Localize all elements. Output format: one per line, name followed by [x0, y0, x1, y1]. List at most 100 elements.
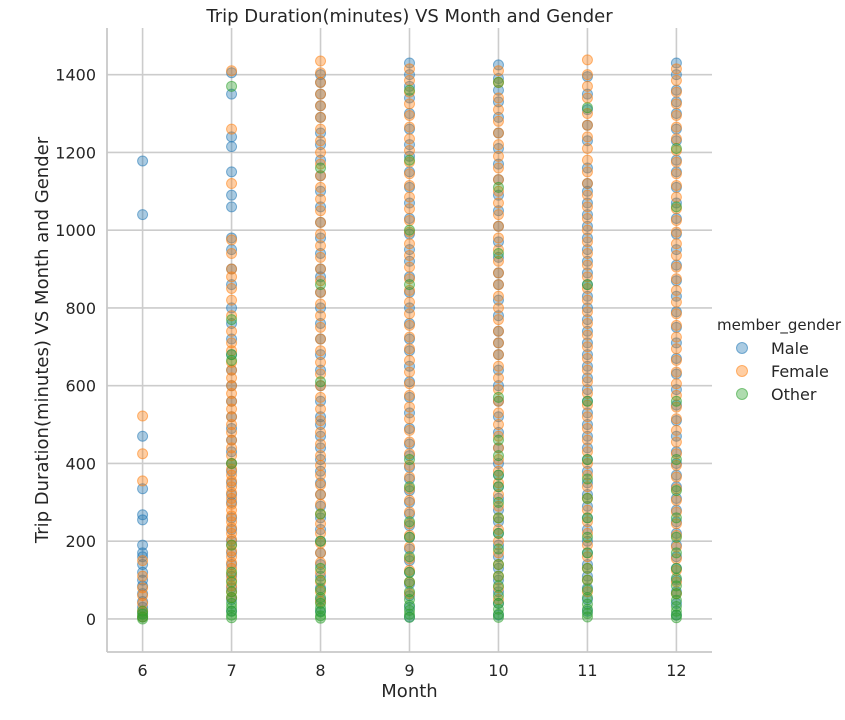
data-point-male [404, 57, 415, 69]
data-point-female [404, 296, 415, 308]
legend-marker-male [736, 342, 748, 354]
data-point-male [137, 514, 149, 526]
data-point-male [404, 69, 415, 81]
data-point-other [226, 586, 238, 598]
data-point-female [492, 384, 504, 396]
data-point-other [492, 570, 504, 582]
data-point-female [315, 345, 327, 357]
data-point-female [492, 244, 504, 256]
data-point-male [581, 489, 593, 501]
y-tick-label: 0 [86, 610, 96, 629]
data-point-female [226, 282, 238, 294]
data-point-female [404, 378, 415, 390]
data-point-other [670, 512, 682, 524]
data-point-male [226, 189, 238, 201]
data-point-male [581, 407, 593, 419]
data-point-female [226, 562, 238, 574]
data-point-other [581, 395, 593, 407]
data-point-other [404, 551, 415, 563]
data-point-female [492, 407, 504, 419]
data-point-female [315, 450, 327, 462]
data-point-female [670, 319, 682, 331]
data-point-male [315, 317, 327, 329]
data-point-male [492, 310, 504, 322]
y-tick-label: 800 [65, 299, 96, 318]
data-point-other [492, 611, 504, 623]
data-point-female [404, 273, 415, 285]
data-point-male [404, 244, 415, 256]
data-point-female [315, 100, 327, 112]
data-point-female [226, 263, 238, 275]
data-point-other [492, 76, 504, 88]
data-point-other [315, 562, 327, 574]
data-point-male [581, 430, 593, 442]
data-point-female [492, 442, 504, 454]
data-point-female [137, 555, 149, 567]
data-point-female [404, 331, 415, 343]
data-point-male [492, 294, 504, 306]
data-point-other [670, 143, 682, 155]
data-point-male [492, 380, 504, 392]
data-point-female [581, 131, 593, 143]
data-point-other [492, 527, 504, 539]
data-point-other [404, 611, 415, 623]
y-tick-label: 1400 [55, 66, 96, 85]
data-point-male [137, 574, 149, 586]
data-point-female [226, 426, 238, 438]
data-point-male [315, 201, 327, 213]
data-point-female [226, 516, 238, 528]
data-point-female [492, 115, 504, 127]
data-point-male [137, 483, 149, 495]
data-point-other [492, 608, 504, 620]
data-point-female [581, 282, 593, 294]
data-point-female [226, 337, 238, 349]
data-point-male [404, 150, 415, 162]
data-point-other [226, 539, 238, 551]
data-point-female [226, 395, 238, 407]
data-point-female [315, 459, 327, 471]
data-point-female [137, 475, 149, 487]
data-point-male [581, 267, 593, 279]
data-point-male [315, 395, 327, 407]
legend-marker-other [736, 388, 748, 400]
data-point-female [315, 380, 327, 392]
data-point-other [226, 609, 238, 621]
data-point-other [581, 608, 593, 620]
data-point-male [581, 255, 593, 267]
data-point-other [226, 80, 238, 92]
data-point-male [315, 349, 327, 361]
data-point-other [315, 606, 327, 618]
x-tick-label: 11 [577, 661, 597, 680]
data-point-female [404, 424, 415, 436]
data-point-male [315, 302, 327, 314]
data-point-male [315, 524, 327, 536]
data-point-other [404, 576, 415, 588]
data-point-male [581, 135, 593, 147]
data-point-female [226, 527, 238, 539]
data-point-other [670, 580, 682, 592]
data-point-female [404, 401, 415, 413]
data-point-female [226, 434, 238, 446]
data-point-male [581, 535, 593, 547]
data-point-female [404, 203, 415, 215]
data-point-female [670, 168, 682, 180]
data-point-female [315, 498, 327, 510]
data-point-female [315, 158, 327, 170]
data-point-male [226, 279, 238, 291]
data-point-other [404, 531, 415, 543]
data-point-male [315, 570, 327, 582]
data-point-male [492, 158, 504, 170]
data-point-male [581, 162, 593, 174]
data-point-female [226, 481, 238, 493]
data-point-other [492, 247, 504, 259]
data-point-female [315, 391, 327, 403]
data-point-male [581, 325, 593, 337]
data-point-other [404, 608, 415, 620]
data-point-female [226, 123, 238, 135]
data-point-female [492, 349, 504, 361]
data-point-female [226, 380, 238, 392]
data-point-male [581, 442, 593, 454]
data-point-other [492, 450, 504, 462]
data-point-female [492, 465, 504, 477]
data-point-female [670, 156, 682, 168]
